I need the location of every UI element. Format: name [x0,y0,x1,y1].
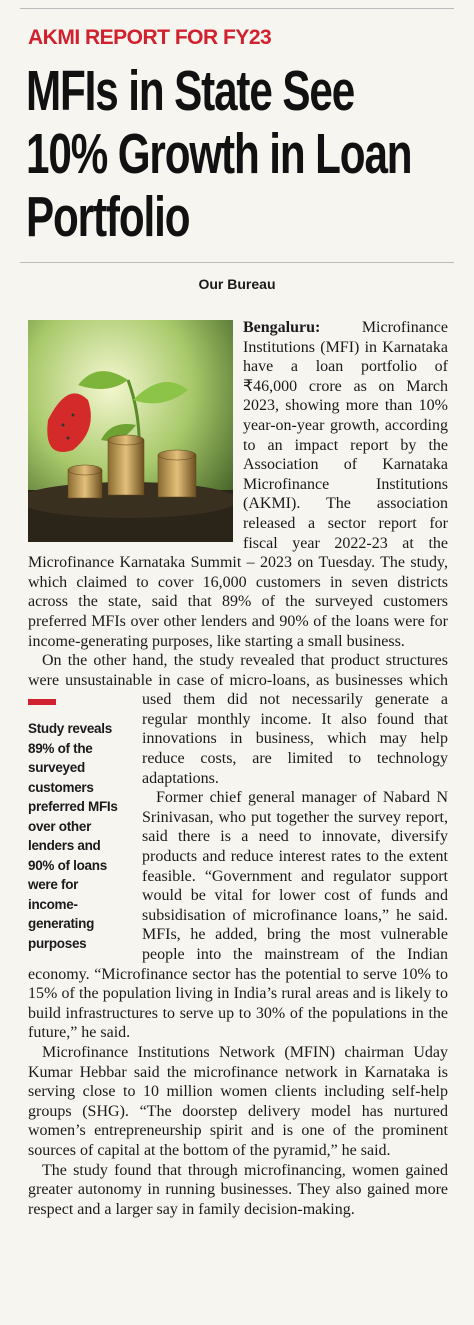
sidebar-text: Study reveals 89% of the surveyed custom… [28,721,118,951]
accent-bar [28,699,56,706]
photo [28,320,233,542]
kicker: AKMI REPORT FOR FY23 [28,26,272,49]
article: Bengaluru: Microfinance Institutions (MF… [28,318,448,1219]
sidebar: Study reveals 89% of the surveyed custom… [28,699,130,953]
rule [20,8,454,9]
paragraph: Microfinance Institutions Network (MFIN)… [28,1043,448,1159]
dateline: Bengaluru: [243,319,321,336]
paragraph: On the other hand, the study revealed th… [28,652,448,787]
paragraph: The study found that through microfinanc… [28,1161,448,1218]
byline: Our Bureau [198,276,276,292]
headline: MFIs in State See 10% Growth in Loan Por… [26,59,413,249]
paragraph: Microfinance Institutions (MFI) in Karna… [28,319,448,650]
rule [20,262,454,263]
paragraph: Former chief general manager of Nabard N… [28,789,448,1042]
